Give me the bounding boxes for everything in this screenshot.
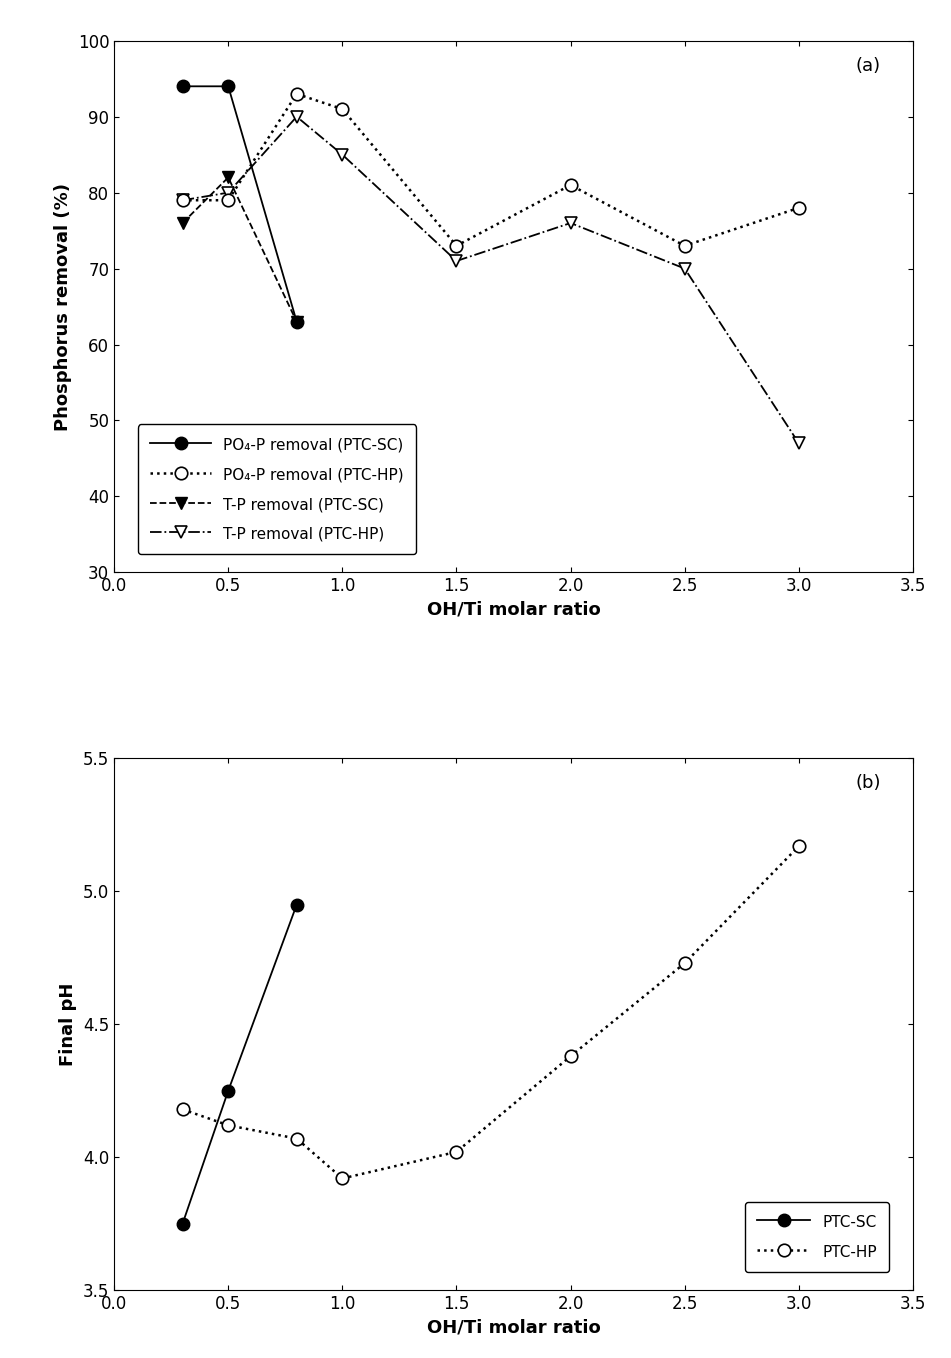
PO₄-P removal (PTC-HP) [223,191,234,208]
T-P removal (PTC-HP) [337,147,348,163]
PTC-HP [451,1143,462,1160]
Text: (b): (b) [856,774,881,793]
Line: T-P removal (PTC-HP): T-P removal (PTC-HP) [176,110,805,449]
PTC-SC [291,896,302,913]
PTC-HP [337,1171,348,1187]
T-P removal (PTC-SC) [177,215,188,231]
Text: (a): (a) [856,57,881,75]
T-P removal (PTC-HP) [177,191,188,208]
PTC-SC [177,1215,188,1232]
T-P removal (PTC-HP) [451,253,462,269]
X-axis label: OH/Ti molar ratio: OH/Ti molar ratio [427,600,600,619]
T-P removal (PTC-SC) [223,170,234,186]
T-P removal (PTC-HP) [223,185,234,201]
Legend: PTC-SC, PTC-HP: PTC-SC, PTC-HP [745,1202,889,1272]
Line: PTC-SC: PTC-SC [176,899,303,1230]
T-P removal (PTC-HP) [679,261,690,277]
PO₄-P removal (PTC-HP) [793,200,805,216]
X-axis label: OH/Ti molar ratio: OH/Ti molar ratio [427,1319,600,1336]
PTC-HP [291,1130,302,1146]
PTC-HP [565,1048,576,1065]
Line: PTC-HP: PTC-HP [176,841,805,1184]
PO₄-P removal (PTC-HP) [451,238,462,254]
PO₄-P removal (PTC-HP) [291,86,302,102]
PTC-HP [223,1118,234,1134]
Y-axis label: Phosphorus removal (%): Phosphorus removal (%) [54,182,72,430]
T-P removal (PTC-HP) [565,215,576,231]
PO₄-P removal (PTC-HP) [565,177,576,193]
PO₄-P removal (PTC-HP) [177,191,188,208]
PO₄-P removal (PTC-SC) [223,79,234,95]
PO₄-P removal (PTC-SC) [291,314,302,330]
Line: PO₄-P removal (PTC-HP): PO₄-P removal (PTC-HP) [176,88,805,253]
PO₄-P removal (PTC-HP) [337,100,348,117]
T-P removal (PTC-HP) [291,109,302,125]
Legend: PO₄-P removal (PTC-SC), PO₄-P removal (PTC-HP), T-P removal (PTC-SC), T-P remova: PO₄-P removal (PTC-SC), PO₄-P removal (P… [138,425,417,554]
Line: PO₄-P removal (PTC-SC): PO₄-P removal (PTC-SC) [176,80,303,329]
PTC-HP [793,838,805,854]
PTC-HP [177,1101,188,1118]
Line: T-P removal (PTC-SC): T-P removal (PTC-SC) [176,171,303,329]
T-P removal (PTC-SC) [291,314,302,330]
PTC-SC [223,1082,234,1099]
Y-axis label: Final pH: Final pH [59,983,77,1066]
T-P removal (PTC-HP) [793,435,805,451]
PO₄-P removal (PTC-HP) [679,238,690,254]
PTC-HP [679,955,690,971]
PO₄-P removal (PTC-SC) [177,79,188,95]
